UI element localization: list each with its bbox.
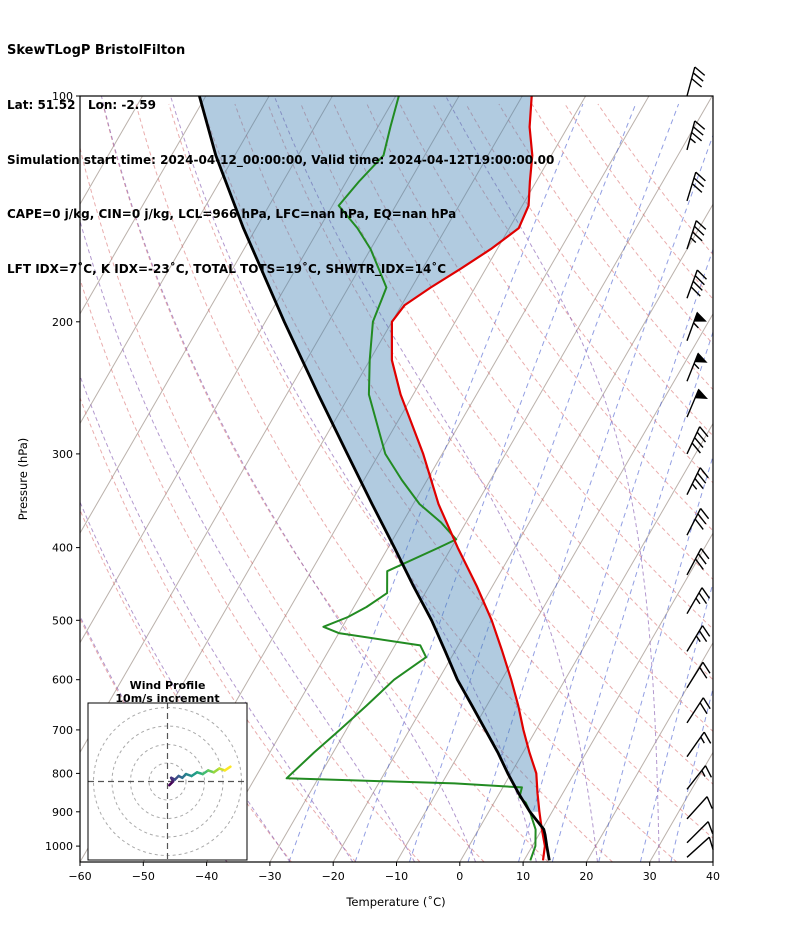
wind-barb [686,352,708,382]
cin-shade-area [199,96,540,812]
hodograph-title: Wind Profile [130,679,206,692]
wind-barb [686,120,706,151]
time-line: Simulation start time: 2024-04-12_00:00:… [7,152,555,167]
hodograph-subtitle: 10m/s increment [115,692,219,705]
x-tick-label: 10 [516,870,530,883]
x-tick-label: −40 [195,870,218,883]
y-tick-label: 900 [52,806,73,819]
x-tick-label: −50 [132,870,155,883]
plot-background [80,96,713,862]
wind-barbs [686,66,714,858]
hodograph-border [87,702,248,861]
x-tick-label: −20 [322,870,345,883]
parcel-line [198,96,551,861]
x-tick-label: −60 [68,870,91,883]
wind-barb [686,765,713,790]
y-tick-label: 400 [52,542,73,555]
wind-barb [686,220,707,250]
y-tick-label: 600 [52,674,73,687]
wind-barb [686,796,713,820]
dewpoint-line [285,96,537,861]
wind-barb [686,426,709,455]
chart-header: SkewTLogP BristolFilton Lat: 51.52 Lon: … [7,4,554,296]
x-tick-label: 20 [579,870,593,883]
wind-barb [686,467,709,496]
latlon-line: Lat: 51.52 Lon: -2.59 [7,98,156,112]
wind-barb [686,269,707,299]
y-tick-label: 200 [52,316,73,329]
x-tick-label: 30 [643,870,657,883]
indices-line-1: CAPE=0 j/kg, CIN=0 j/kg, LCL=966 hPa, LF… [7,207,457,221]
y-tick-label: 800 [52,767,73,780]
x-tick-label: −10 [385,870,408,883]
wind-barb [686,587,711,615]
wind-barb [686,66,706,97]
wind-barb [686,731,712,758]
y-tick-label: 1000 [45,840,73,853]
y-tick-label: 500 [52,614,73,627]
y-axis-label: Pressure (hPa) [16,438,30,521]
indices-line-2: LFT IDX=7˚C, K IDX=-23˚C, TOTAL TOTS=19˚… [7,261,447,276]
page-title: SkewTLogP BristolFilton [7,43,186,58]
x-tick-label: −30 [258,870,281,883]
wind-barb [686,697,711,724]
wind-barb [686,311,707,342]
wind-barb [686,547,710,576]
x-tick-label: 40 [706,870,720,883]
wind-barb [686,821,714,844]
y-tick-label: 700 [52,724,73,737]
wind-barb [686,625,711,652]
wind-barb [686,171,706,202]
y-tick-label: 100 [52,90,73,103]
wind-barb [686,661,711,689]
y-tick-label: 300 [52,448,73,461]
temperature-line [390,96,546,861]
wind-barb [686,388,708,418]
hodograph-trace-segment [223,765,232,772]
wind-barb [686,836,714,858]
x-axis-label: Temperature (˚C) [345,894,445,909]
wind-barb [686,507,710,536]
x-tick-label: 0 [456,870,463,883]
